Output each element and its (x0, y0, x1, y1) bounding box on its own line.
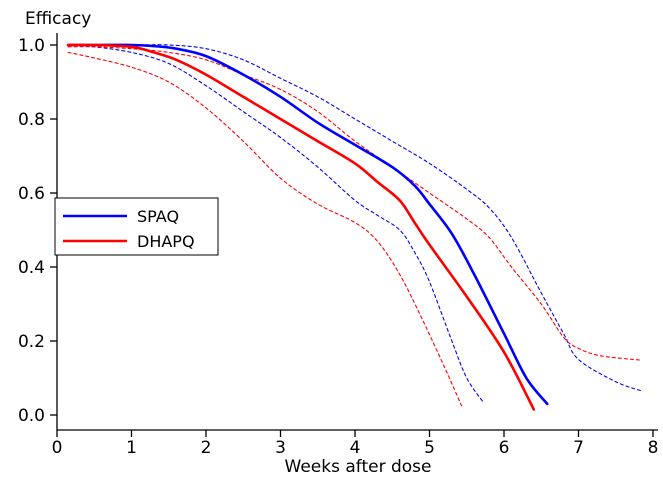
y-tick-label: 0.8 (18, 110, 45, 130)
x-tick-label: 7 (573, 438, 584, 458)
x-tick-label: 0 (52, 438, 63, 458)
x-tick-label: 4 (350, 438, 361, 458)
y-tick-label: 1.0 (18, 36, 45, 56)
x-tick-label: 2 (201, 438, 212, 458)
y-axis: 0.0 0.2 0.4 0.6 0.8 1.0 (18, 36, 57, 426)
y-tick-label: 0.2 (18, 332, 45, 352)
x-tick-label: 1 (126, 438, 137, 458)
x-axis: 0 1 2 3 4 5 6 7 8 (52, 430, 659, 458)
ci-line-red-5 (67, 51, 463, 407)
legend-label-dhapq: DHAPQ (137, 232, 195, 251)
x-tick-label: 8 (648, 438, 659, 458)
x-tick-label: 5 (424, 438, 435, 458)
y-tick-label: 0.6 (18, 184, 45, 204)
legend-label-spaq: SPAQ (137, 207, 179, 226)
y-tick-label: 0.0 (18, 406, 45, 426)
plot-lines (66, 43, 643, 411)
y-axis-title: Efficacy (25, 9, 91, 29)
y-tick-label: 0.4 (18, 258, 45, 278)
x-axis-title: Weeks after dose (285, 457, 432, 477)
series-line-spaq (66, 43, 549, 406)
legend: SPAQ DHAPQ (54, 197, 219, 256)
x-tick-label: 6 (499, 438, 510, 458)
x-tick-label: 3 (275, 438, 286, 458)
series-line-dhapq (66, 43, 536, 411)
legend-box (54, 197, 219, 256)
